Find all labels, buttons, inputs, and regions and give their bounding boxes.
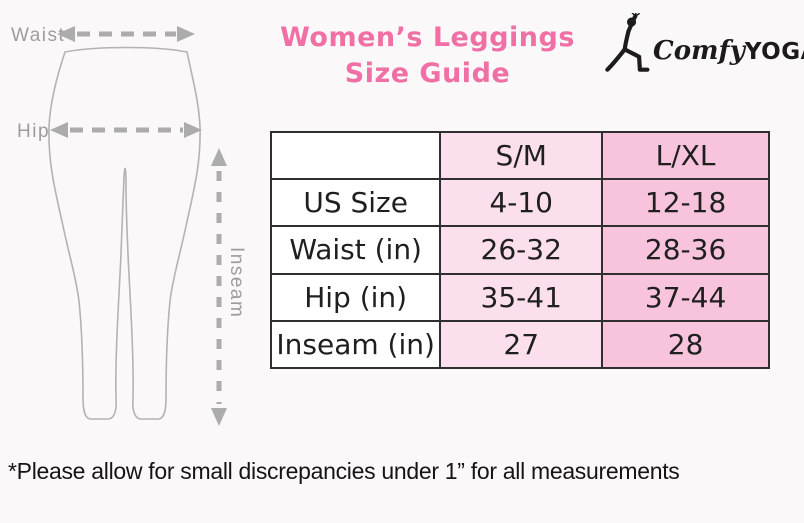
table-row-hip: Hip (in) 35-41 37-44 (269, 272, 770, 322)
column-header-lxl: L/XL (601, 130, 770, 181)
column-header-sm: S/M (439, 130, 604, 181)
hip-arrow (50, 122, 202, 138)
brand-logo: ComfyYOGA (601, 13, 804, 75)
cell-inseam-sm: 27 (439, 319, 604, 370)
cell-us-size-sm: 4-10 (439, 178, 604, 228)
table-header-row: S/M L/XL (269, 130, 770, 181)
cell-waist-sm: 26-32 (439, 225, 604, 275)
corner-cell (269, 130, 442, 181)
leggings-measurement-diagram: Waist Hip Inseam (11, 25, 247, 426)
table-row-inseam: Inseam (in) 27 28 (269, 319, 770, 370)
logo-wordmark: ComfyYOGA (653, 36, 804, 75)
inseam-arrow (211, 148, 227, 426)
cell-inseam-lxl: 28 (601, 319, 770, 370)
measurement-disclaimer: *Please allow for small discrepancies un… (8, 458, 680, 484)
row-label: US Size (269, 178, 442, 228)
hip-label: Hip (17, 121, 50, 142)
row-label: Waist (in) (269, 225, 442, 275)
leggings-outline (48, 46, 201, 420)
logo-text-comfy: Comfy (653, 36, 745, 66)
table-row-us-size: US Size 4-10 12-18 (269, 178, 770, 228)
cell-hip-lxl: 37-44 (601, 272, 770, 322)
logo-text-yoga: YOGA (744, 39, 804, 65)
inseam-label: Inseam (226, 247, 247, 318)
cell-hip-sm: 35-41 (439, 272, 604, 322)
size-table: S/M L/XL US Size 4-10 12-18 Waist (in) 2… (269, 130, 770, 370)
page-title: Women’s Leggings Size Guide (250, 20, 605, 92)
yoga-pose-icon (605, 13, 650, 72)
title-line-2: Size Guide (344, 58, 511, 89)
title-line-1: Women’s Leggings (280, 22, 575, 53)
row-label: Inseam (in) (269, 319, 442, 370)
table-row-waist: Waist (in) 26-32 28-36 (269, 225, 770, 275)
waist-arrow (57, 26, 195, 42)
cell-us-size-lxl: 12-18 (601, 178, 770, 228)
row-label: Hip (in) (269, 272, 442, 322)
waist-label: Waist (11, 25, 65, 46)
cell-waist-lxl: 28-36 (601, 225, 770, 275)
